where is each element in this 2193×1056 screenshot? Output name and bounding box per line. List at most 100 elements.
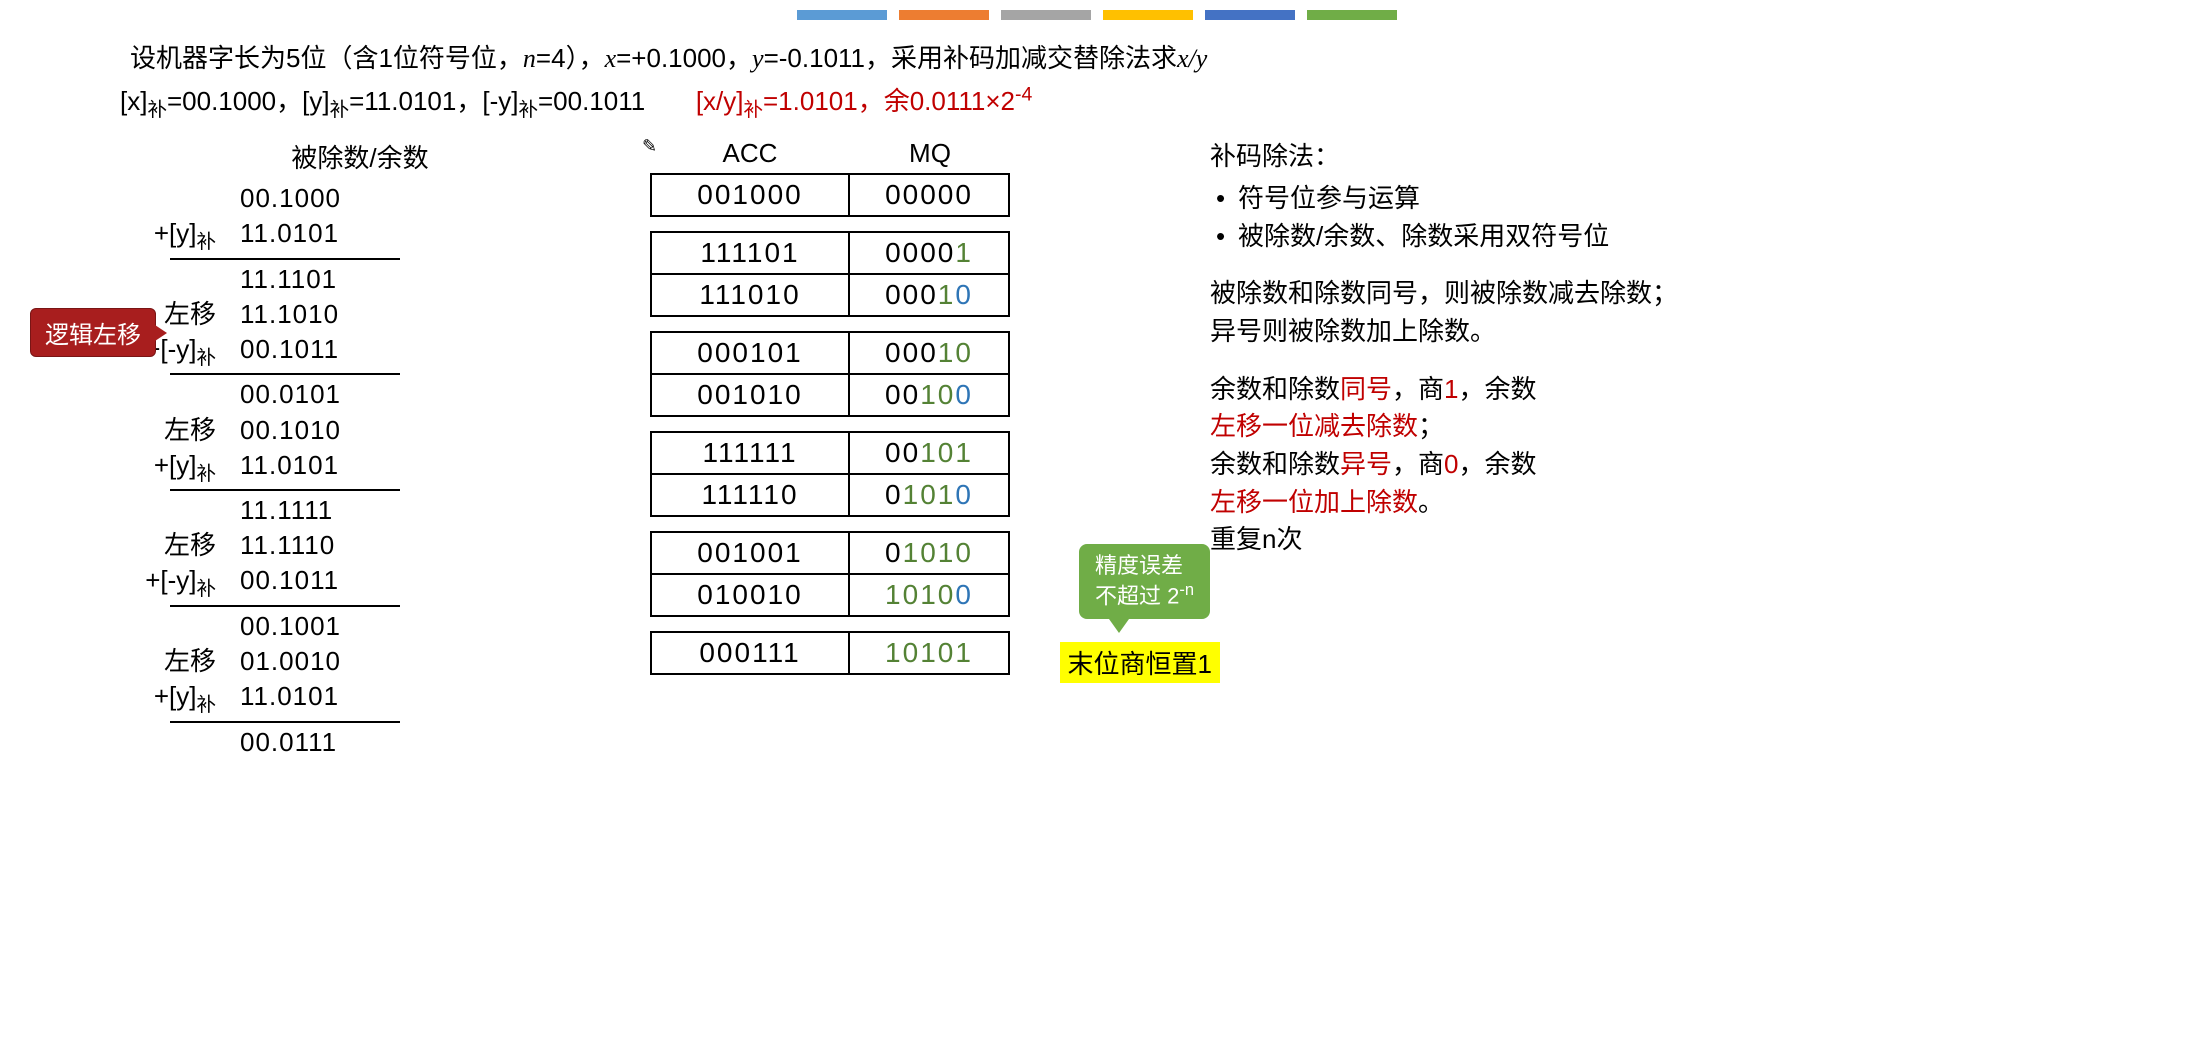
calc-value: 00.0111: [240, 725, 337, 760]
calc-label: [70, 262, 240, 297]
acc-cell: 000101: [650, 331, 850, 375]
mq-cell: 00010: [850, 275, 1010, 317]
calc-separator: [170, 373, 400, 375]
calc-separator: [170, 605, 400, 607]
mq-cell: 01010: [850, 475, 1010, 517]
calc-value: 11.1110: [240, 528, 335, 563]
calc-row: +[y]补11.0101: [70, 216, 550, 256]
register-group: 1111010000111101000010: [600, 231, 1040, 317]
color-segment: [899, 10, 989, 20]
color-segment: [1307, 10, 1397, 20]
calc-row: +[y]补11.0101: [70, 679, 550, 719]
acc-cell: 111111: [650, 431, 850, 475]
register-row: 11111100101: [600, 431, 1040, 475]
mq-header: MQ: [850, 138, 1010, 169]
register-row: 11110100001: [600, 231, 1040, 275]
register-row: 00100101010: [600, 531, 1040, 575]
register-row: 00100000000: [600, 173, 1040, 217]
calc-value: 11.1010: [240, 297, 339, 332]
calc-row: 00.0101: [70, 377, 550, 412]
logical-shift-badge: 逻辑左移: [30, 308, 156, 357]
given-values: [x]补=00.1000，[y]补=11.0101，[-y]补=00.1011 …: [120, 81, 2163, 122]
acc-cell: 001010: [650, 375, 850, 417]
calc-value: 00.1001: [240, 609, 341, 644]
calc-row: 00.1000: [70, 181, 550, 216]
note-para-1: 被除数和除数同号，则被除数减去除数；异号则被除数加上除数。: [1210, 275, 1770, 350]
calc-row: 左移01.0010: [70, 644, 550, 679]
calc-row: 00.1001: [70, 609, 550, 644]
problem-statement: 设机器字长为5位（含1位符号位，n=4），x=+0.1000，y=-0.1011…: [130, 38, 2163, 75]
acc-cell: 111101: [650, 231, 850, 275]
calc-row: 11.1101: [70, 262, 550, 297]
acc-cell: 010010: [650, 575, 850, 617]
calc-value: 00.0101: [240, 377, 341, 412]
calculation-column: 逻辑左移 被除数/余数 00.1000+[y]补11.010111.1101左移…: [70, 138, 550, 759]
calc-label: 左移: [70, 644, 240, 679]
calc-row: 左移00.1010: [70, 413, 550, 448]
register-row: 01001010100: [600, 575, 1040, 617]
mq-cell: 00100: [850, 375, 1010, 417]
calc-value: 11.0101: [240, 216, 339, 256]
register-group: 00100000000: [600, 173, 1040, 217]
calc-label: +[y]补: [70, 216, 240, 256]
acc-cell: 111010: [650, 275, 850, 317]
notes-title: 补码除法：: [1210, 138, 1770, 176]
calc-label: 左移: [70, 528, 240, 563]
calc-label: 左移: [70, 413, 240, 448]
mq-cell: 01010: [850, 531, 1010, 575]
calc-label: [70, 181, 240, 216]
calc-row: +[-y]补00.1011: [70, 563, 550, 603]
calc-label: +[-y]补: [70, 563, 240, 603]
note-bullet-2: 被除数/余数、除数采用双符号位: [1210, 218, 1770, 256]
calc-value: 00.1011: [240, 563, 339, 603]
calc-value: 00.1010: [240, 413, 341, 448]
calc-row: 左移11.1110: [70, 528, 550, 563]
calc-label: [70, 493, 240, 528]
notes-column: 补码除法： 符号位参与运算 被除数/余数、除数采用双符号位 被除数和除数同号，则…: [1210, 138, 1770, 559]
calc-value: 11.1101: [240, 262, 337, 297]
color-segment: [1001, 10, 1091, 20]
acc-cell: 001001: [650, 531, 850, 575]
register-group: 0010010101001001010100: [600, 531, 1040, 617]
register-column: ✎ACC MQ 00100000000111101000011110100001…: [600, 138, 1040, 689]
calc-title: 被除数/余数: [70, 138, 550, 175]
precision-badge: 精度误差 不超过 2-n: [1079, 544, 1210, 620]
calc-value: 11.1111: [240, 493, 333, 528]
last-quotient-note: 末位商恒置1: [1060, 642, 1220, 683]
note-bullet-1: 符号位参与运算: [1210, 180, 1770, 218]
register-group: 0001010001000101000100: [600, 331, 1040, 417]
calc-row: +[y]补11.0101: [70, 448, 550, 488]
calc-label: +[y]补: [70, 679, 240, 719]
pencil-icon: ✎: [642, 136, 657, 157]
mq-cell: 00000: [850, 173, 1010, 217]
note-para-2: 余数和除数同号，商1，余数左移一位减去除数； 余数和除数异号，商0，余数左移一位…: [1210, 371, 1770, 559]
calc-label: [70, 725, 240, 760]
register-row: 00011110101: [600, 631, 1040, 675]
color-bar: [30, 10, 2163, 20]
calc-value: 11.0101: [240, 448, 339, 488]
calc-label: +[y]补: [70, 448, 240, 488]
register-group: 1111110010111111001010: [600, 431, 1040, 517]
color-segment: [1103, 10, 1193, 20]
color-segment: [1205, 10, 1295, 20]
acc-header: ✎ACC: [650, 138, 850, 169]
calc-value: 00.1011: [240, 332, 339, 372]
calc-separator: [170, 258, 400, 260]
calc-row: 11.1111: [70, 493, 550, 528]
calc-value: 01.0010: [240, 644, 341, 679]
calc-value: 11.0101: [240, 679, 339, 719]
register-row: 00101000100: [600, 375, 1040, 417]
mq-cell: 10100: [850, 575, 1010, 617]
mq-cell: 00101: [850, 431, 1010, 475]
calc-label: [70, 377, 240, 412]
register-row: 11101000010: [600, 275, 1040, 317]
acc-cell: 111110: [650, 475, 850, 517]
register-group: 00011110101: [600, 631, 1040, 675]
mq-cell: 00010: [850, 331, 1010, 375]
calc-separator: [170, 721, 400, 723]
mq-cell: 00001: [850, 231, 1010, 275]
calc-value: 00.1000: [240, 181, 341, 216]
acc-cell: 000111: [650, 631, 850, 675]
register-row: 00010100010: [600, 331, 1040, 375]
mq-cell: 10101: [850, 631, 1010, 675]
